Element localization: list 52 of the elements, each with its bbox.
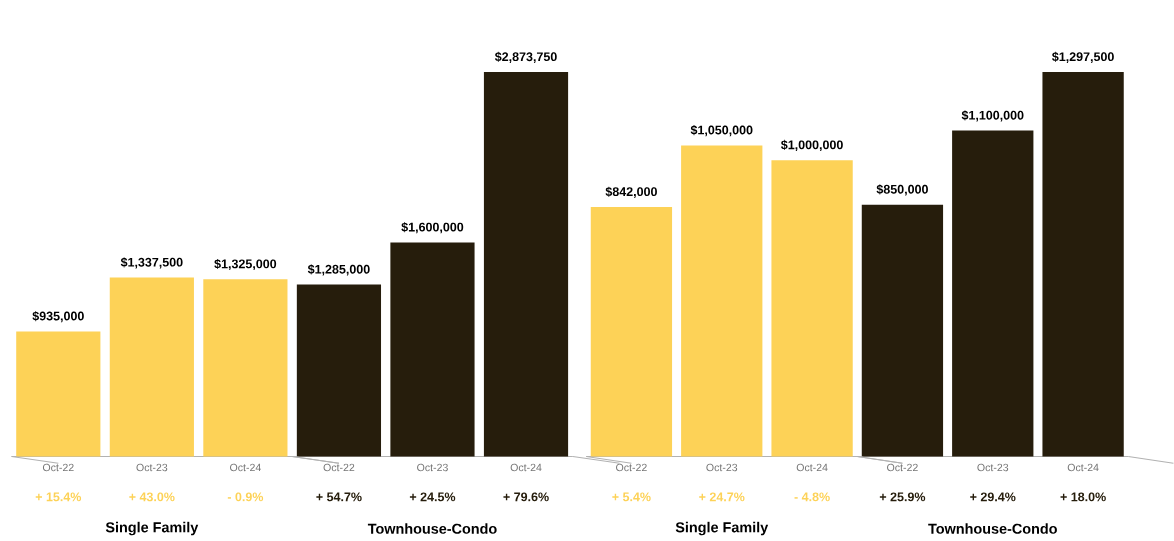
x-tick-label: Oct-22 xyxy=(42,463,74,472)
x-tick-label: Oct-24 xyxy=(230,463,261,472)
bar xyxy=(861,204,944,457)
data-label: $1,325,000 xyxy=(214,258,277,271)
bar xyxy=(109,277,194,457)
x-tick-label: Oct-24 xyxy=(796,463,828,472)
x-tick-label: Oct-23 xyxy=(417,463,448,472)
bar xyxy=(771,160,853,457)
text: Single Family xyxy=(105,521,199,536)
text: Townhouse-Condo xyxy=(928,523,1057,534)
data-label: $1,600,000 xyxy=(401,222,464,234)
text: + 18.0% xyxy=(1060,492,1106,502)
x-tick-label: Oct-22 xyxy=(616,463,647,472)
x-tick-label: Oct-23 xyxy=(977,463,1009,472)
data-label: $850,000 xyxy=(876,184,928,196)
text: + 54.7% xyxy=(316,492,362,502)
data-label: $842,000 xyxy=(605,186,657,198)
data-label: $1,050,000 xyxy=(690,125,753,137)
text: + 24.7% xyxy=(699,492,745,502)
bar xyxy=(1042,72,1124,457)
x-tick-label: Oct-23 xyxy=(706,463,738,472)
x-tick-label: Oct-22 xyxy=(323,463,355,472)
text: + 25.9% xyxy=(879,492,926,502)
data-label: $935,000 xyxy=(32,311,84,323)
text: + 43.0% xyxy=(129,492,175,502)
x-tick-label: Oct-22 xyxy=(887,463,918,472)
text: + 79.6% xyxy=(503,492,549,502)
text: - 0.9% xyxy=(227,492,264,502)
x-tick-label: Oct-23 xyxy=(136,463,168,472)
data-label: $1,337,500 xyxy=(120,257,183,269)
bar xyxy=(952,130,1034,457)
data-label: $1,285,000 xyxy=(307,264,370,276)
data-label: $2,873,750 xyxy=(494,51,557,63)
text: Townhouse-Condo xyxy=(367,523,497,534)
bar xyxy=(681,145,763,457)
text: + 24.5% xyxy=(409,492,456,502)
text: + 29.4% xyxy=(970,492,1016,502)
x-tick-label: Oct-24 xyxy=(1067,463,1099,472)
text: + 5.4% xyxy=(612,492,651,502)
text: + 15.4% xyxy=(35,492,82,502)
text: Single Family xyxy=(675,521,769,536)
bar xyxy=(16,331,101,457)
bar xyxy=(390,242,475,457)
x-tick-label: Oct-24 xyxy=(510,463,542,472)
data-label: $1,297,500 xyxy=(1052,51,1114,63)
bar xyxy=(296,284,382,457)
bar xyxy=(590,207,673,457)
data-label: $1,100,000 xyxy=(961,110,1024,122)
text: - 4.8% xyxy=(794,492,830,502)
data-label: $1,000,000 xyxy=(780,139,843,152)
bar xyxy=(203,279,288,457)
bar xyxy=(483,72,569,457)
